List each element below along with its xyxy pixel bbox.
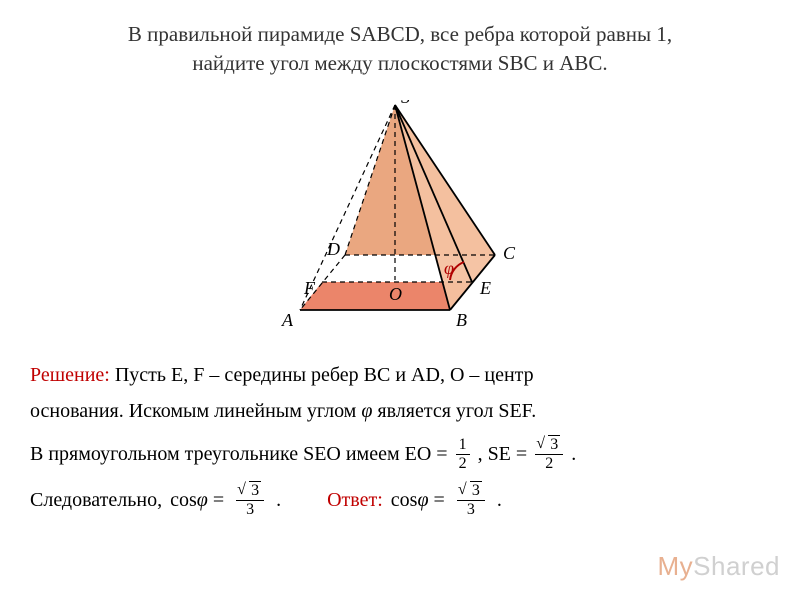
res-den: 3 (243, 501, 257, 519)
label-b: B (456, 310, 467, 330)
phi-var2: φ (417, 489, 428, 511)
frac-answer: 3 3 (457, 482, 485, 518)
label-o: O (389, 284, 402, 304)
cos-label2: cos (391, 489, 418, 511)
solution-text2a: основания. Искомым линейным углом (30, 400, 361, 422)
solution-line2: основания. Искомым линейным углом φ явля… (30, 396, 770, 426)
eq-sign: = (208, 489, 224, 511)
period2: . (497, 485, 502, 515)
watermark-my: My (657, 551, 693, 581)
solution-line1: Решение: Пусть E, F – середины ребер BC … (30, 360, 770, 390)
eo-den: 2 (456, 455, 470, 473)
frac-se: 3 2 (535, 436, 563, 472)
se-den: 2 (542, 455, 556, 473)
frac-eo: 1 2 (456, 436, 470, 472)
answer-label: Ответ: (327, 485, 383, 515)
problem-line2: найдите угол между плоскостями SBC и ABC… (40, 49, 760, 78)
label-a: A (281, 310, 294, 330)
eo-num: 1 (456, 436, 470, 455)
label-phi: φ (444, 258, 454, 278)
pyramid-svg: S A B C D E F O φ (260, 100, 540, 340)
ans-num: 3 (457, 482, 485, 501)
tri-text-a: В прямоугольном треугольнике SEO имеем E… (30, 439, 448, 469)
answer-cos: cosφ = (391, 485, 445, 515)
phi-inline: φ (361, 400, 372, 422)
eq-sign2: = (429, 489, 445, 511)
solution-line3: В прямоугольном треугольнике SEO имеем E… (30, 436, 770, 472)
res-num: 3 (236, 482, 264, 501)
conseq-text: Следовательно, (30, 485, 162, 515)
label-f: F (303, 278, 316, 298)
tri-text-c: . (571, 439, 576, 469)
se-num: 3 (535, 436, 563, 455)
phi-var: φ (197, 489, 208, 511)
solution-text2b: является угол SEF. (377, 400, 536, 422)
pyramid-diagram: S A B C D E F O φ (260, 100, 540, 340)
label-e: E (479, 278, 491, 298)
watermark-shared: Shared (693, 551, 780, 581)
problem-statement: В правильной пирамиде SABCD, все ребра к… (40, 20, 760, 79)
cos-label: cos (170, 489, 197, 511)
cos-expr: cosφ = (170, 485, 224, 515)
solution-label: Решение: (30, 364, 110, 386)
label-s: S (401, 100, 410, 107)
solution-line4: Следовательно, cosφ = 3 3 . Ответ: cosφ … (30, 482, 770, 518)
solution-text1: Пусть E, F – середины ребер BC и AD, O –… (110, 364, 534, 386)
frac-result: 3 3 (236, 482, 264, 518)
tri-text-b: , SE = (478, 439, 528, 469)
label-c: C (503, 243, 516, 263)
label-d: D (326, 239, 340, 259)
watermark: MyShared (657, 551, 780, 582)
solution: Решение: Пусть E, F – середины ребер BC … (30, 360, 770, 518)
period1: . (276, 485, 281, 515)
ans-den: 3 (464, 501, 478, 519)
problem-line1: В правильной пирамиде SABCD, все ребра к… (40, 20, 760, 49)
